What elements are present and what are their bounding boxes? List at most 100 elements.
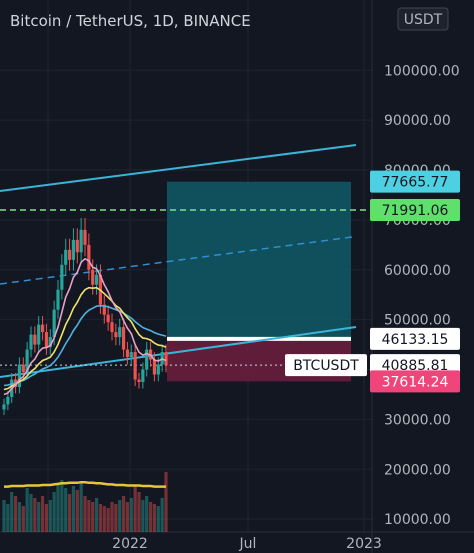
candle-body: [2, 404, 6, 410]
candle-body: [125, 349, 130, 358]
volume-bar: [160, 498, 164, 532]
volume-bar: [6, 504, 10, 532]
price-label-entry: 46133.15: [370, 327, 460, 350]
y-tick-label: 50000.00: [384, 313, 451, 329]
long-position-tool[interactable]: [167, 181, 351, 382]
price-label-last-price: 40885.81 BTCUSDT: [285, 354, 460, 377]
y-tick-label: 100000.00: [384, 63, 460, 79]
symbol-label-text: BTCUSDT: [293, 358, 359, 374]
volume-bar: [156, 506, 160, 532]
volume-bar: [137, 492, 141, 532]
volume-bar: [10, 492, 14, 532]
volume-bar: [118, 500, 122, 532]
candle-body: [37, 324, 41, 345]
x-tick-label: 2023: [346, 536, 382, 552]
price-label-box: [370, 198, 460, 221]
candle-body: [6, 396, 10, 405]
volume-bar: [2, 500, 6, 532]
candle-body: [118, 327, 122, 338]
price-label-text: 37614.24: [382, 374, 449, 390]
volume-bar: [13, 496, 18, 532]
y-tick-label: 10000.00: [384, 512, 451, 528]
candle-body: [48, 337, 52, 348]
candle-body: [25, 349, 29, 373]
candle-body: [133, 352, 137, 380]
volume-bar: [60, 480, 64, 532]
candle-body: [75, 239, 79, 253]
candle-body: [67, 249, 72, 260]
price-label-horizontal-line: 71991.06: [370, 198, 460, 221]
volume-bar: [148, 502, 153, 532]
currency-button[interactable]: USDT: [397, 7, 449, 31]
volume-bar: [145, 496, 149, 532]
ema-short-line: [3, 257, 167, 396]
candle-body: [83, 229, 87, 245]
symbol-label-box: [285, 354, 367, 377]
candle-body: [29, 334, 33, 350]
candle-body: [33, 334, 37, 345]
price-label-text: 40885.81: [382, 358, 449, 374]
candle-body: [156, 364, 160, 375]
y-tick-label: 90000.00: [384, 113, 451, 129]
price-label-box: [370, 170, 460, 193]
candle-body: [114, 332, 118, 338]
profit-zone: [167, 181, 351, 339]
candle-body: [110, 322, 114, 333]
volume-bar: [133, 486, 137, 532]
volume-bar: [102, 506, 106, 532]
volume-bar: [21, 506, 25, 532]
volume-bar: [125, 502, 130, 532]
volume-bar: [121, 496, 126, 532]
candle-body: [60, 264, 64, 290]
channel-lower: [0, 326, 357, 378]
volume-bar: [44, 504, 49, 532]
candle-body: [152, 359, 157, 375]
price-label-box: [370, 327, 460, 350]
price-label-text: 71991.06: [382, 203, 449, 219]
parallel-channel[interactable]: [0, 144, 372, 378]
currency-button-label: USDT: [404, 12, 443, 28]
price-labels: 77665.77 71991.06 46133.15 40885.81 BTCUSDT 3…: [285, 170, 460, 393]
candle-body: [40, 324, 45, 333]
channel-upper: [0, 144, 357, 192]
volume-bar: [56, 484, 60, 532]
volume-bar: [40, 496, 45, 532]
candle-body: [164, 352, 168, 366]
candle-body: [87, 244, 91, 270]
candle-body: [129, 352, 133, 358]
price-label-target: 77665.77: [370, 170, 460, 193]
candle-body: [71, 239, 76, 260]
volume-bar: [48, 500, 52, 532]
volume-bar: [94, 498, 99, 532]
volume-bar: [71, 486, 76, 532]
volume-bar: [106, 508, 110, 532]
volume-bar: [91, 502, 95, 532]
price-label-stop: 37614.24: [370, 370, 460, 393]
volume-bars: [2, 472, 168, 532]
y-tick-label: 30000.00: [384, 412, 451, 428]
y-tick-label: 60000.00: [384, 263, 451, 279]
volume-bar: [17, 502, 22, 532]
candle-body: [141, 369, 145, 382]
candle-body: [102, 304, 106, 315]
candle-body: [44, 332, 49, 348]
volume-bar: [33, 498, 37, 532]
candle-body: [91, 269, 95, 285]
volume-bar: [37, 502, 41, 532]
volume-bar: [52, 492, 56, 532]
volume-bar: [98, 504, 103, 532]
volume-bar: [64, 488, 68, 532]
volume-bar: [110, 502, 114, 532]
volume-ma-line: [4, 480, 166, 488]
price-label-text: 77665.77: [382, 175, 449, 191]
candle-body: [21, 364, 25, 373]
chart-title: Bitcoin / TetherUS, 1D, BINANCE: [10, 12, 251, 30]
volume-bar: [152, 504, 157, 532]
volume-bar: [79, 482, 83, 532]
volume-bar: [141, 500, 145, 532]
time-axis[interactable]: 2022 Jul 2023: [112, 536, 382, 552]
ema-mid-line: [3, 286, 167, 391]
